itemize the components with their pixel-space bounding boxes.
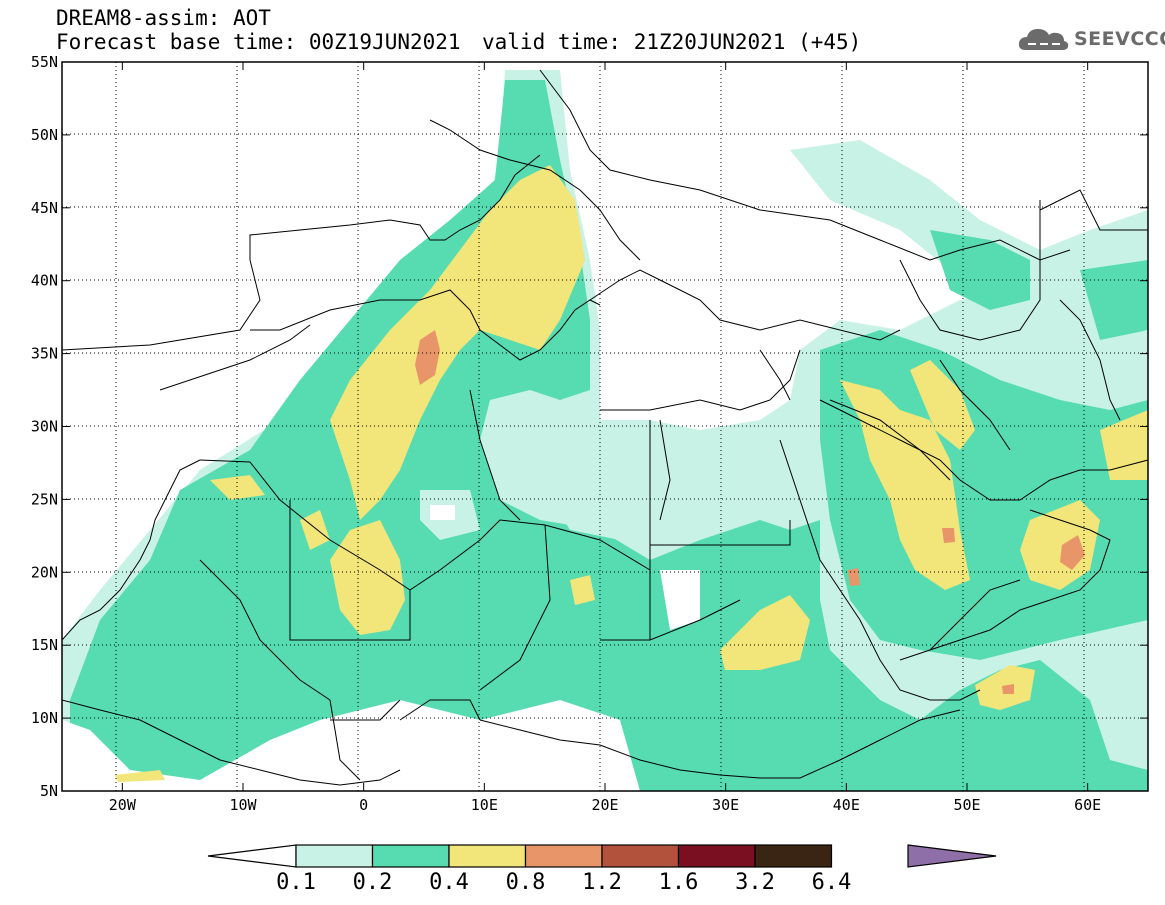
y-tick-label: 10N [31,709,58,727]
colorbar-label: 0.8 [506,870,546,895]
cloud-icon [1018,29,1069,50]
colorbar: 0.1 0.2 0.4 0.8 1.2 1.6 3.2 6.4 [207,844,997,895]
y-tick-label: 15N [31,636,58,654]
gridlines [62,62,1148,791]
colorbar-cell [371,844,450,868]
colorbar-label: 6.4 [812,870,852,895]
colorbar-cell [524,844,603,868]
valid-time: valid time: 21Z20JUN2021 (+45) [482,30,862,54]
colorbar-cell [754,844,833,868]
x-tick-label: 10E [471,796,498,814]
forecast-base-time: Forecast base time: 00Z19JUN2021 [56,30,461,54]
y-tick-label: 55N [31,53,58,71]
x-axis-ticks: 20W 10W 0 10E 20E 30E 40E 50E 60E [109,62,1101,814]
logo-text: SEEVCCC [1074,28,1165,50]
y-tick-label: 20N [31,563,58,581]
aot-contour-0.4 [330,165,585,520]
aot-field [62,70,1148,791]
colorbar-label: 3.2 [735,870,775,895]
x-tick-label: 30E [712,796,739,814]
colorbar-label: 0.1 [276,870,316,895]
y-tick-label: 50N [31,126,58,144]
x-tick-label: 20W [109,796,137,814]
seevccc-logo: SEEVCCC [1016,24,1165,54]
map-title: DREAM8-assim: AOT Forecast base time: 00… [56,6,461,54]
colorbar-label: 1.6 [659,870,699,895]
x-tick-label: 60E [1074,796,1101,814]
y-tick-label: 5N [40,782,58,800]
y-tick-label: 25N [31,490,58,508]
coastlines-and-borders [62,69,1148,786]
y-tick-label: 30N [31,418,58,436]
x-tick-label: 10W [229,796,257,814]
x-tick-label: 40E [833,796,860,814]
product-title: DREAM8-assim: AOT [56,6,271,30]
x-tick-label: 50E [953,796,980,814]
y-axis-ticks: 5N 10N 15N 20N 25N 30N 35N 40N 45N 50N 55N [31,53,1148,800]
y-tick-label: 45N [31,199,58,217]
x-tick-label: 20E [591,796,618,814]
colorbar-under-triangle [207,844,297,868]
colorbar-cell [677,844,756,868]
colorbar-cell [295,844,374,868]
colorbar-label: 1.2 [582,870,622,895]
y-tick-label: 35N [31,345,58,363]
aot-contour-0.8 [415,330,440,385]
colorbar-cell [601,844,680,868]
aot-contour-0.2 [70,80,1148,791]
y-tick-label: 40N [31,272,58,290]
x-tick-label: 0 [359,796,368,814]
colorbar-over-triangle [907,844,997,868]
colorbar-label: 0.2 [353,870,393,895]
colorbar-cell [448,844,527,868]
colorbar-label: 0.4 [429,870,469,895]
